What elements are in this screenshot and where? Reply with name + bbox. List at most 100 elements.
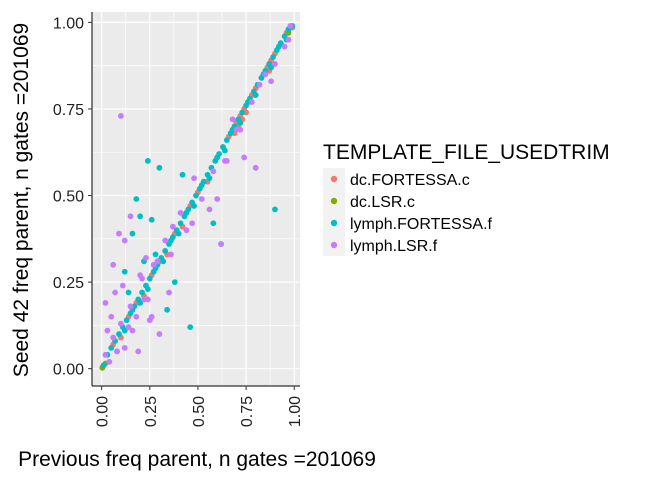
- data-point: [143, 254, 149, 261]
- legend-key: [330, 241, 338, 249]
- data-point: [146, 275, 153, 282]
- data-point: [121, 345, 128, 351]
- data-point: [117, 320, 124, 327]
- data-point: [285, 36, 292, 43]
- legend-key: [330, 197, 338, 205]
- data-point: [110, 261, 117, 268]
- data-point: [148, 313, 155, 320]
- data-point: [275, 43, 282, 50]
- data-point: [206, 175, 213, 182]
- legend-key: [330, 219, 338, 227]
- data-point: [154, 258, 161, 265]
- data-point: [252, 164, 259, 171]
- data-point: [125, 289, 132, 296]
- data-point: [177, 220, 184, 227]
- data-point: [121, 327, 128, 334]
- data-point: [116, 331, 122, 337]
- y-tick-label: 0.75: [53, 102, 84, 119]
- data-point: [281, 43, 288, 50]
- data-point: [123, 317, 130, 324]
- data-point: [248, 99, 255, 105]
- data-point: [287, 22, 294, 29]
- data-point: [218, 241, 224, 247]
- legend: TEMPLATE_FILE_USEDTRIM dc.FORTESSA.c dc.L…: [323, 141, 610, 256]
- legend-label: dc.LSR.c: [350, 194, 415, 211]
- data-point: [270, 54, 276, 60]
- legend-label: dc.FORTESSA.c: [350, 172, 470, 189]
- data-point: [108, 345, 115, 351]
- data-point: [210, 220, 217, 227]
- x-axis-title: Previous freq parent, n gates =201069: [18, 448, 376, 471]
- axes: 0.00 0.25 0.50 0.75 1.00 0.00 0.25 0.50 0.75 1.00: [53, 12, 304, 427]
- data-point: [187, 324, 194, 331]
- y-tick-label: 0.25: [53, 275, 84, 292]
- data-point: [177, 209, 184, 216]
- y-tick-label: 1.00: [53, 15, 84, 32]
- data-point: [168, 251, 174, 258]
- legend-key: [330, 175, 338, 183]
- data-point: [272, 61, 278, 67]
- data-point: [221, 147, 228, 154]
- data-point: [119, 282, 126, 289]
- x-tick-label: 0.50: [191, 396, 208, 427]
- data-point: [129, 230, 136, 237]
- data-point: [252, 92, 259, 99]
- legend-item: lymph.LSR.f: [323, 234, 438, 256]
- legend-item: dc.FORTESSA.c: [323, 168, 470, 190]
- data-point: [129, 327, 136, 334]
- data-point: [241, 154, 248, 161]
- data-point: [150, 261, 157, 268]
- data-point: [104, 327, 111, 334]
- data-point: [237, 119, 244, 126]
- data-point: [148, 216, 155, 223]
- data-point: [156, 164, 163, 171]
- data-point: [268, 78, 275, 85]
- data-point: [193, 192, 199, 199]
- data-point: [121, 268, 128, 275]
- y-axis-title: Seed 42 freq parent, n gates =201069: [10, 23, 33, 377]
- data-point: [102, 299, 109, 306]
- data-point: [162, 237, 169, 244]
- data-point: [144, 158, 151, 164]
- data-point: [210, 168, 217, 175]
- data-point: [117, 112, 124, 119]
- data-point: [108, 313, 115, 320]
- data-point: [160, 258, 167, 265]
- y-tick-label: 0.50: [53, 189, 84, 206]
- data-point: [198, 182, 205, 189]
- data-point: [166, 289, 172, 296]
- data-point: [156, 331, 163, 337]
- data-point: [223, 158, 230, 164]
- data-point: [179, 171, 186, 178]
- data-point: [137, 272, 144, 279]
- data-point: [229, 116, 236, 123]
- data-point: [125, 324, 132, 331]
- data-point: [191, 175, 197, 182]
- series-lymph-fortessa-f: [100, 22, 296, 369]
- data-point: [256, 81, 263, 88]
- x-tick-label: 1.00: [287, 396, 304, 427]
- data-point: [102, 351, 109, 358]
- data-point: [137, 299, 144, 306]
- data-point: [137, 213, 144, 220]
- data-point: [121, 237, 128, 244]
- data-point: [116, 230, 122, 237]
- data-point: [127, 303, 134, 310]
- y-tick-label: 0.00: [53, 362, 84, 379]
- data-point: [152, 251, 159, 258]
- data-point: [114, 348, 120, 355]
- data-point: [237, 126, 244, 133]
- data-point: [268, 64, 275, 71]
- data-points: [99, 22, 296, 371]
- data-point: [135, 348, 142, 355]
- x-tick-label: 0.00: [95, 396, 112, 427]
- legend-label: lymph.LSR.f: [350, 238, 438, 255]
- data-point: [106, 358, 113, 365]
- data-point: [262, 71, 269, 78]
- data-point: [175, 230, 182, 237]
- data-point: [206, 206, 213, 213]
- data-point: [272, 206, 278, 213]
- data-point: [191, 203, 197, 209]
- data-point: [112, 289, 119, 296]
